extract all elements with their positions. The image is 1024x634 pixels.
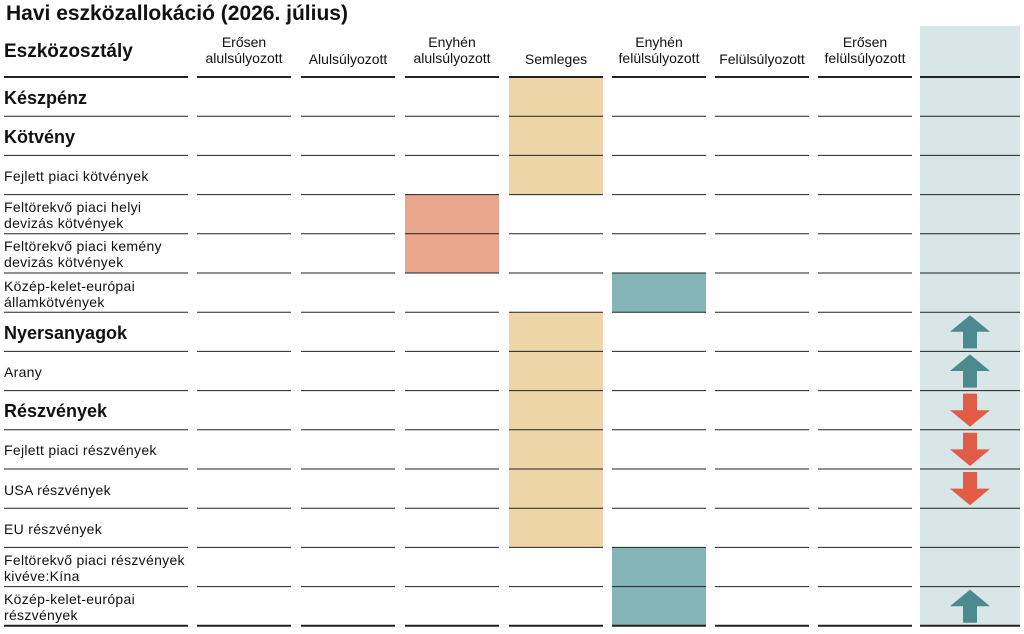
arrow-down-icon <box>950 472 990 506</box>
subcategory-label: USA részvények <box>4 481 111 498</box>
category-label: Készpénz <box>4 87 88 108</box>
subcategory-label: Feltörekvő piaci helyi devizás kötvények <box>4 199 142 232</box>
position-cell <box>509 351 603 391</box>
subcategory-label: Feltörekvő piaci kemény devizás kötvények <box>4 238 162 271</box>
position-cell <box>612 273 706 313</box>
subcategory-label: Arany <box>4 364 43 380</box>
subcategory-label: Feltörekvő piaci részvények kivéve:Kína <box>4 552 185 584</box>
category-label: Nyersanyagok <box>4 322 128 343</box>
position-cell <box>509 469 603 509</box>
chart-title: Havi eszközallokáció (2026. július) <box>6 2 348 25</box>
column-header: Erősen alulsúlyozott <box>205 34 283 66</box>
subcategory-label: Fejlett piaci kötvények <box>4 168 149 184</box>
position-cell <box>405 233 499 273</box>
subcategory-label: Fejlett piaci részvények <box>4 442 157 459</box>
arrow-up-icon <box>950 315 990 349</box>
category-label: Részvények <box>4 401 108 422</box>
arrow-up-icon <box>950 354 990 388</box>
position-cell <box>509 312 603 352</box>
arrow-down-icon <box>950 393 990 427</box>
arrow-down-icon <box>950 432 990 466</box>
column-header: Semleges <box>524 51 588 67</box>
column-header: Felülsúlyozott <box>719 51 805 67</box>
subcategory-label: Közép-kelet-európai részvények <box>4 591 135 624</box>
position-cell <box>509 77 603 117</box>
position-cell <box>612 547 706 587</box>
column-header: Enyhén alulsúlyozott <box>413 34 491 66</box>
subcategory-label: EU részvények <box>4 520 103 537</box>
column-header: Erősen felülsúlyozott <box>824 34 906 66</box>
column-header: Enyhén felülsúlyozott <box>618 34 700 66</box>
position-cell <box>509 116 603 156</box>
position-cell <box>509 508 603 548</box>
category-label: Kötvény <box>4 126 76 147</box>
position-cell <box>509 390 603 430</box>
position-cell <box>405 194 499 234</box>
position-cell <box>509 429 603 469</box>
position-cell <box>509 155 603 195</box>
column-header: Alulsúlyozott <box>308 51 388 67</box>
subcategory-label: Közép-kelet-európai államkötvények <box>4 277 135 310</box>
position-cell <box>612 586 706 626</box>
arrow-up-icon <box>950 589 990 623</box>
header-asset-class: Eszközosztály <box>4 41 133 62</box>
